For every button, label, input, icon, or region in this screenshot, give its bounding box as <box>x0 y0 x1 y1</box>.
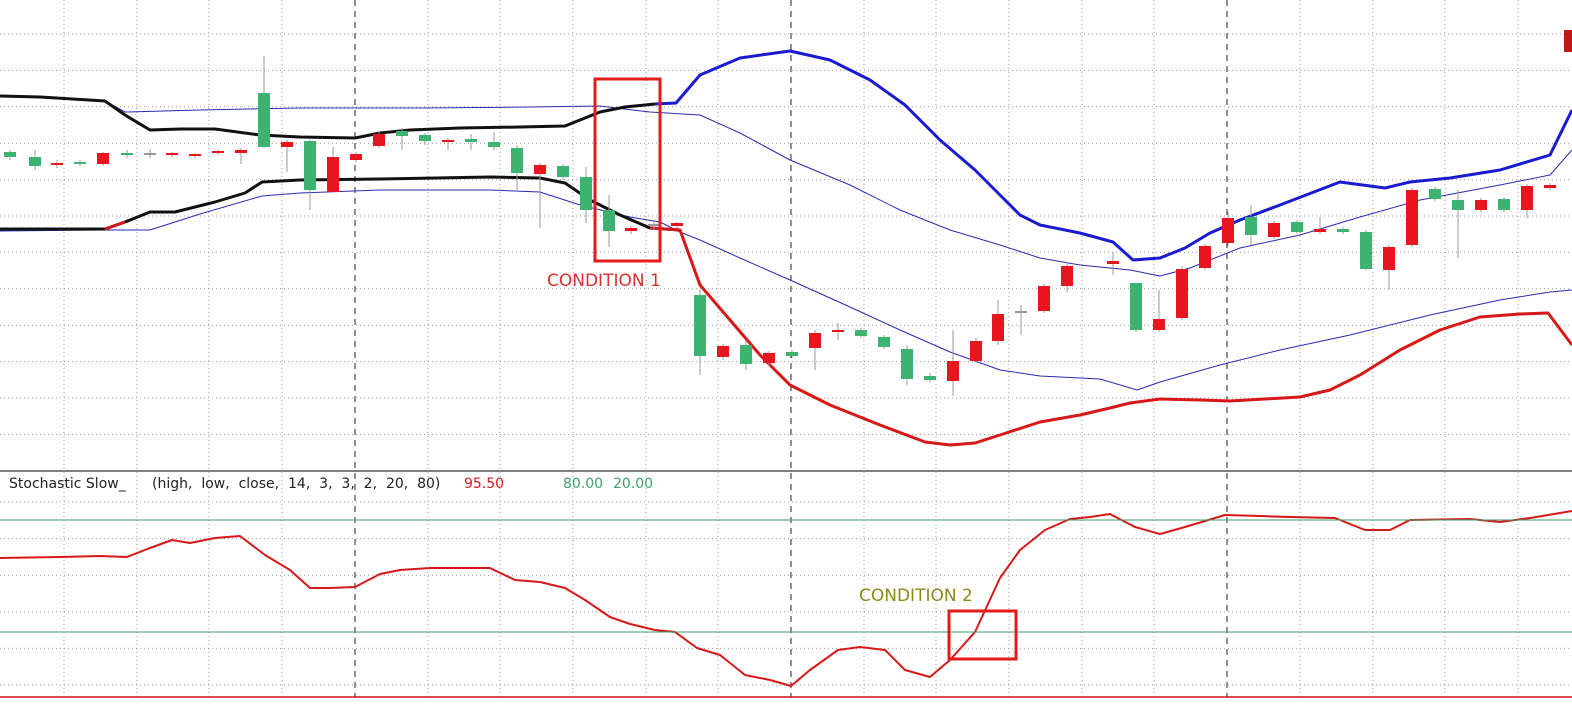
candle-body <box>1452 200 1464 210</box>
candle-body <box>166 153 178 155</box>
candle-body <box>694 295 706 356</box>
candle-body <box>1521 186 1533 210</box>
candle-body <box>671 223 683 226</box>
candle-body <box>442 140 454 142</box>
candle-body <box>1291 222 1303 232</box>
indicator-value: 95.50 <box>464 476 504 492</box>
candle-body <box>1544 185 1556 188</box>
candle-body <box>740 345 752 364</box>
candle-body <box>809 333 821 348</box>
candle-body <box>350 154 362 160</box>
candle-body <box>465 139 477 142</box>
candle-body <box>511 148 523 173</box>
candle-body <box>855 330 867 336</box>
candle-body <box>396 131 408 136</box>
candle-body <box>258 93 270 147</box>
candle-body <box>1314 229 1326 232</box>
candle-body <box>235 150 247 153</box>
condition-1-label: CONDITION 1 <box>547 271 661 291</box>
candle-body <box>603 210 615 231</box>
candle-body <box>1268 223 1280 237</box>
grid <box>0 0 1572 697</box>
upper-band-blue <box>654 49 1572 262</box>
candle-body <box>947 361 959 381</box>
candle-body <box>557 166 569 177</box>
candle-body <box>327 157 339 192</box>
candle-body <box>419 135 431 141</box>
upper-band-thin <box>0 94 1572 277</box>
candle-body <box>1061 266 1073 286</box>
candle-body <box>29 157 41 166</box>
candle-body <box>4 152 16 157</box>
stochastic-line <box>0 510 1572 687</box>
indicator-name: Stochastic Slow_ <box>9 476 127 492</box>
candle-body <box>580 177 592 210</box>
candle-body <box>488 142 500 147</box>
candle-body <box>1130 283 1142 330</box>
candle-body <box>1222 218 1234 243</box>
lower-band-red <box>649 226 1572 447</box>
candles <box>4 56 1556 396</box>
candle-body <box>212 151 224 153</box>
condition-2-box <box>947 609 1018 661</box>
condition-2-label: CONDITION 2 <box>859 586 973 606</box>
candle-body <box>763 353 775 363</box>
candle-body <box>144 153 156 155</box>
candle-body <box>1245 217 1257 235</box>
candle-body <box>1153 319 1165 330</box>
candle-body <box>281 142 293 147</box>
candle-body <box>924 376 936 380</box>
candle-body <box>121 153 133 155</box>
candle-body <box>1337 229 1349 232</box>
indicator-lines <box>0 49 1572 687</box>
candle-body <box>51 163 63 165</box>
candle-body <box>786 352 798 356</box>
candle-body <box>373 134 385 146</box>
candle-body <box>1498 199 1510 210</box>
candle-body <box>878 337 890 347</box>
candle-body <box>1383 247 1395 270</box>
upper-level-label: 80.00 <box>563 476 603 492</box>
candle-body <box>717 346 729 357</box>
candle-body <box>970 341 982 361</box>
candle-body <box>304 141 316 190</box>
candle-body <box>1176 269 1188 318</box>
candle-body <box>1015 311 1027 313</box>
candle-body <box>1038 286 1050 311</box>
edge-marker <box>1564 30 1572 52</box>
candle-body <box>1475 200 1487 210</box>
candle-body <box>625 228 637 231</box>
candle-body <box>1406 190 1418 245</box>
lower-level-label: 20.00 <box>613 476 653 492</box>
candle-body <box>74 162 86 164</box>
upper-band-black <box>0 94 656 140</box>
candle-body <box>992 314 1004 341</box>
lower-band-red <box>104 220 126 231</box>
lower-band-thin <box>0 189 1572 391</box>
candle-body <box>832 330 844 332</box>
candle-body <box>1360 232 1372 269</box>
indicator-params: (high, low, close, 14, 3, 3, 2, 20, 80) <box>152 476 440 492</box>
candle-body <box>1429 189 1441 199</box>
condition-1-box <box>593 77 662 263</box>
candle-body <box>97 153 109 164</box>
candle-body <box>901 349 913 379</box>
candle-body <box>189 154 201 156</box>
lower-band-black <box>0 175 681 232</box>
candle-body <box>1107 261 1119 264</box>
candle-body <box>648 224 660 226</box>
candle-body <box>1199 246 1211 268</box>
candle-body <box>534 165 546 174</box>
